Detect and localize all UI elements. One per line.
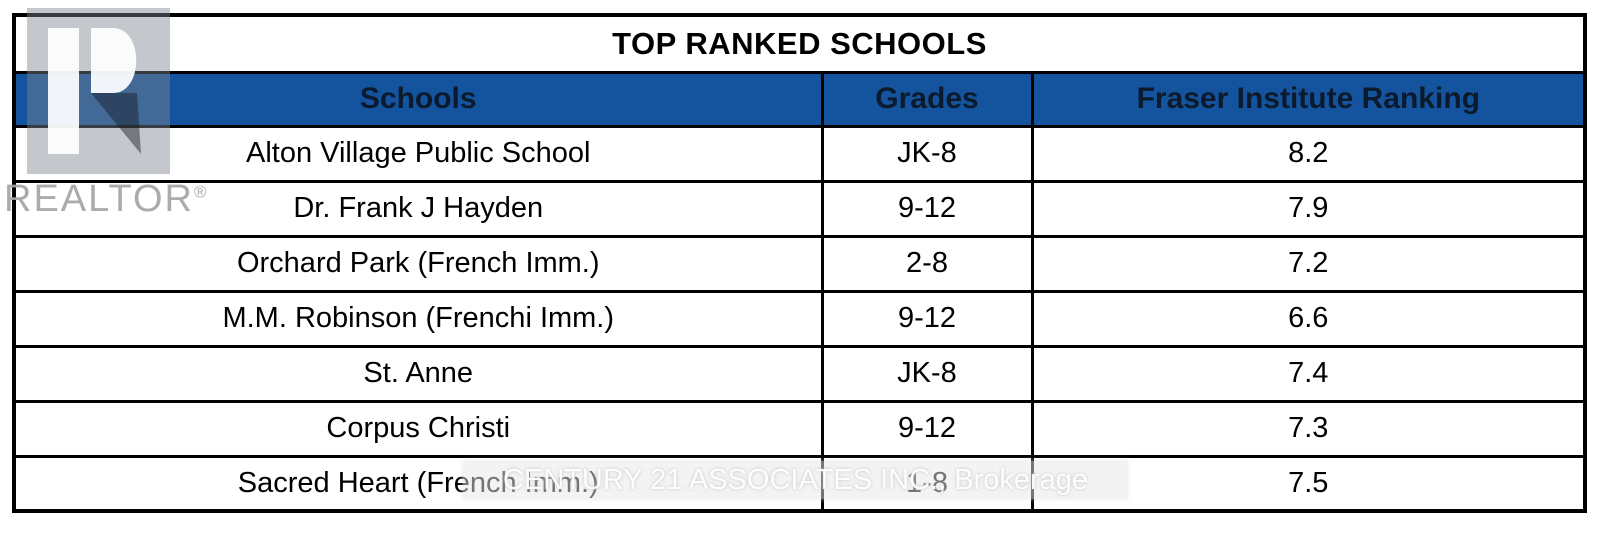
ranking-cell: 6.6 <box>1030 289 1587 348</box>
table-header-row: Schools Grades Fraser Institute Ranking <box>12 70 1587 128</box>
grades-cell: JK-8 <box>820 344 1034 403</box>
grades-cell: 9-12 <box>820 399 1034 458</box>
ranking-cell: 7.3 <box>1030 399 1587 458</box>
school-name-cell: M.M. Robinson (Frenchi Imm.) <box>12 289 824 348</box>
table-title: TOP RANKED SCHOOLS <box>12 13 1587 74</box>
school-name-cell: Sacred Heart (French Imm.) <box>12 454 824 513</box>
table-body: Alton Village Public School JK-8 8.2 Dr.… <box>12 124 1587 513</box>
top-ranked-schools-table: TOP RANKED SCHOOLS Schools Grades Fraser… <box>12 13 1588 513</box>
grades-cell: 9-12 <box>820 289 1034 348</box>
column-header-grades: Grades <box>820 70 1034 128</box>
table-row: Sacred Heart (French Imm.) 1-8 7.5 <box>12 454 1587 513</box>
grades-cell: 9-12 <box>820 179 1034 238</box>
ranking-cell: 8.2 <box>1030 124 1587 183</box>
table-row: Alton Village Public School JK-8 8.2 <box>12 124 1587 183</box>
grades-cell: JK-8 <box>820 124 1034 183</box>
table-row: Dr. Frank J Hayden 9-12 7.9 <box>12 179 1587 238</box>
ranking-cell: 7.2 <box>1030 234 1587 293</box>
ranking-cell: 7.4 <box>1030 344 1587 403</box>
school-name-cell: Corpus Christi <box>12 399 824 458</box>
school-name-cell: St. Anne <box>12 344 824 403</box>
table-row: M.M. Robinson (Frenchi Imm.) 9-12 6.6 <box>12 289 1587 348</box>
grades-cell: 2-8 <box>820 234 1034 293</box>
table-title-row: TOP RANKED SCHOOLS <box>12 13 1587 74</box>
ranking-cell: 7.9 <box>1030 179 1587 238</box>
table-row: Corpus Christi 9-12 7.3 <box>12 399 1587 458</box>
school-name-cell: Dr. Frank J Hayden <box>12 179 824 238</box>
grades-cell: 1-8 <box>820 454 1034 513</box>
ranking-cell: 7.5 <box>1030 454 1587 513</box>
column-header-fraser-ranking: Fraser Institute Ranking <box>1030 70 1587 128</box>
school-name-cell: Orchard Park (French Imm.) <box>12 234 824 293</box>
school-name-cell: Alton Village Public School <box>12 124 824 183</box>
column-header-schools: Schools <box>12 70 824 128</box>
table-row: St. Anne JK-8 7.4 <box>12 344 1587 403</box>
table-row: Orchard Park (French Imm.) 2-8 7.2 <box>12 234 1587 293</box>
